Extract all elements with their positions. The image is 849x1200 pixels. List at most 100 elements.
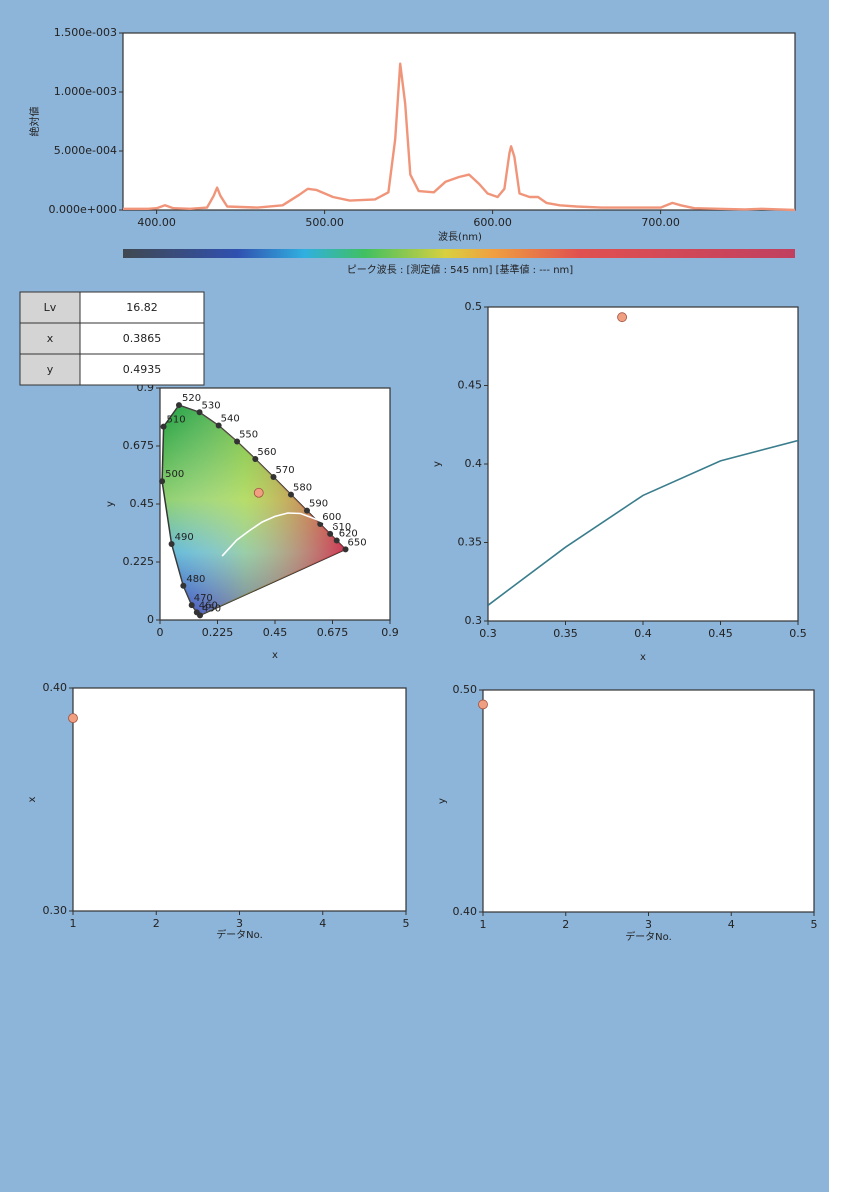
- locus-point: [215, 422, 222, 429]
- locus-point: [303, 507, 310, 514]
- x-tick-label: 1: [480, 918, 487, 931]
- table-label: x: [47, 332, 54, 345]
- x-tick-label: 0.675: [317, 626, 349, 639]
- x-tick-label: 400.00: [137, 216, 176, 229]
- x-axis-label: 波長(nm): [438, 230, 482, 243]
- table-label: y: [47, 363, 54, 376]
- locus-point: [342, 546, 349, 553]
- chart: 0.40 0.50 1 2 3 4 5 データNo. y: [437, 683, 818, 943]
- locus-point: [160, 423, 167, 430]
- locus-label: 570: [275, 465, 294, 476]
- table-value: 16.82: [126, 301, 158, 314]
- y-tick-label: 0.50: [453, 683, 478, 696]
- table-label: Lv: [44, 301, 57, 314]
- x-tick-label: 4: [728, 918, 735, 931]
- chart: 0.3 0.35 0.4 0.45 0.5 0.3 0.35 0.4 0.45 0.5 x y: [432, 300, 807, 663]
- x-axis-label: x: [272, 650, 278, 661]
- locus-label: 620: [339, 529, 358, 540]
- locus-point: [252, 456, 259, 463]
- locus-point: [317, 520, 324, 527]
- locus-point: [159, 478, 166, 485]
- locus-label: 450: [202, 603, 221, 614]
- y-axis-label: 絶対値: [28, 107, 41, 137]
- locus-label: 580: [293, 483, 312, 494]
- y-tick-label: 0.225: [123, 555, 155, 568]
- y-tick-label: 0.45: [458, 379, 483, 392]
- y-tick-label: 1.500e-003: [54, 26, 117, 39]
- data-point: [617, 312, 627, 323]
- x-tick-label: 0.45: [708, 627, 733, 640]
- chart: 0.30 0.40 1 2 3 4 5 データNo. x: [27, 681, 410, 941]
- locus-label: 540: [221, 414, 240, 425]
- y-tick-label: 0.5: [465, 300, 483, 313]
- y-axis-label: y: [437, 798, 448, 804]
- locus-label: 520: [182, 393, 201, 404]
- x-tick-label: 2: [562, 918, 569, 931]
- x-tick-label: 0.3: [479, 627, 497, 640]
- x-tick-label: 1: [70, 917, 77, 930]
- y-tick-label: 1.000e-003: [54, 85, 117, 98]
- y-tick-label: 0.675: [123, 439, 155, 452]
- x-tick-label: 600.00: [473, 216, 512, 229]
- plot-area: [72, 687, 407, 912]
- x-tick-label: 3: [645, 918, 652, 931]
- locus-label: 500: [165, 469, 184, 480]
- locus-label: 550: [239, 430, 258, 441]
- planckian-curve: [221, 512, 336, 557]
- y-axis-label: y: [432, 461, 443, 467]
- locus-point: [196, 409, 203, 416]
- x-axis-label: データNo.: [216, 928, 263, 941]
- locus-label: 600: [322, 512, 341, 523]
- x-tick-label: 0.4: [634, 627, 652, 640]
- data-point: [68, 713, 78, 724]
- locus-label: 510: [167, 415, 186, 426]
- locus-label: 560: [257, 447, 276, 458]
- x-tick-label: 0.45: [263, 626, 288, 639]
- y-tick-label: 0.4: [465, 457, 483, 470]
- locus-point: [234, 438, 241, 445]
- x-axis-label: x: [640, 652, 646, 663]
- x-tick-label: 2: [153, 917, 160, 930]
- locus-label: 590: [309, 499, 328, 510]
- locus-point: [168, 540, 175, 547]
- y-tick-label: 0.000e+000: [49, 203, 117, 216]
- locus-point: [287, 491, 294, 498]
- y-axis-label: x: [27, 796, 38, 802]
- x-tick-label: 0.35: [553, 627, 578, 640]
- data-point: [253, 487, 264, 498]
- chart: 0.000e+000 5.000e-004 1.000e-003 1.500e-003…: [28, 26, 796, 276]
- table-value: 0.3865: [123, 332, 162, 345]
- locus-point: [188, 602, 195, 609]
- x-tick-label: 0: [157, 626, 164, 639]
- x-tick-label: 5: [403, 917, 410, 930]
- x-tick-label: 5: [811, 918, 818, 931]
- planckian-curve: [488, 439, 798, 606]
- x-tick-label: 700.00: [641, 216, 680, 229]
- table-value: 0.4935: [123, 363, 162, 376]
- spectrum-color-bar: [123, 249, 795, 258]
- x-axis-label: データNo.: [625, 930, 672, 943]
- locus-label: 470: [194, 593, 213, 604]
- y-axis-label: y: [105, 501, 116, 507]
- plot-area: [487, 306, 799, 622]
- x-tick-label: 0.9: [381, 626, 399, 639]
- locus-label: 650: [348, 537, 367, 548]
- locus-point: [193, 609, 200, 616]
- x-tick-label: 0.5: [789, 627, 807, 640]
- spectrum-line: [123, 62, 796, 212]
- table-label-cell: [19, 353, 81, 386]
- locus-point: [270, 474, 277, 481]
- y-tick-label: 0.40: [453, 905, 478, 918]
- plot-area: [122, 32, 796, 211]
- caption: ピーク波長 : [測定値 : 545 nm] [基準値 : --- nm]: [347, 263, 573, 276]
- locus-label: 460: [199, 600, 218, 611]
- plot-area: [482, 689, 815, 913]
- result-table: Lv 16.82 x 0.3865 y 0.4935: [19, 291, 205, 386]
- data-point: [478, 699, 488, 710]
- locus-point: [180, 582, 187, 589]
- x-tick-label: 500.00: [305, 216, 344, 229]
- locus-point: [333, 537, 340, 544]
